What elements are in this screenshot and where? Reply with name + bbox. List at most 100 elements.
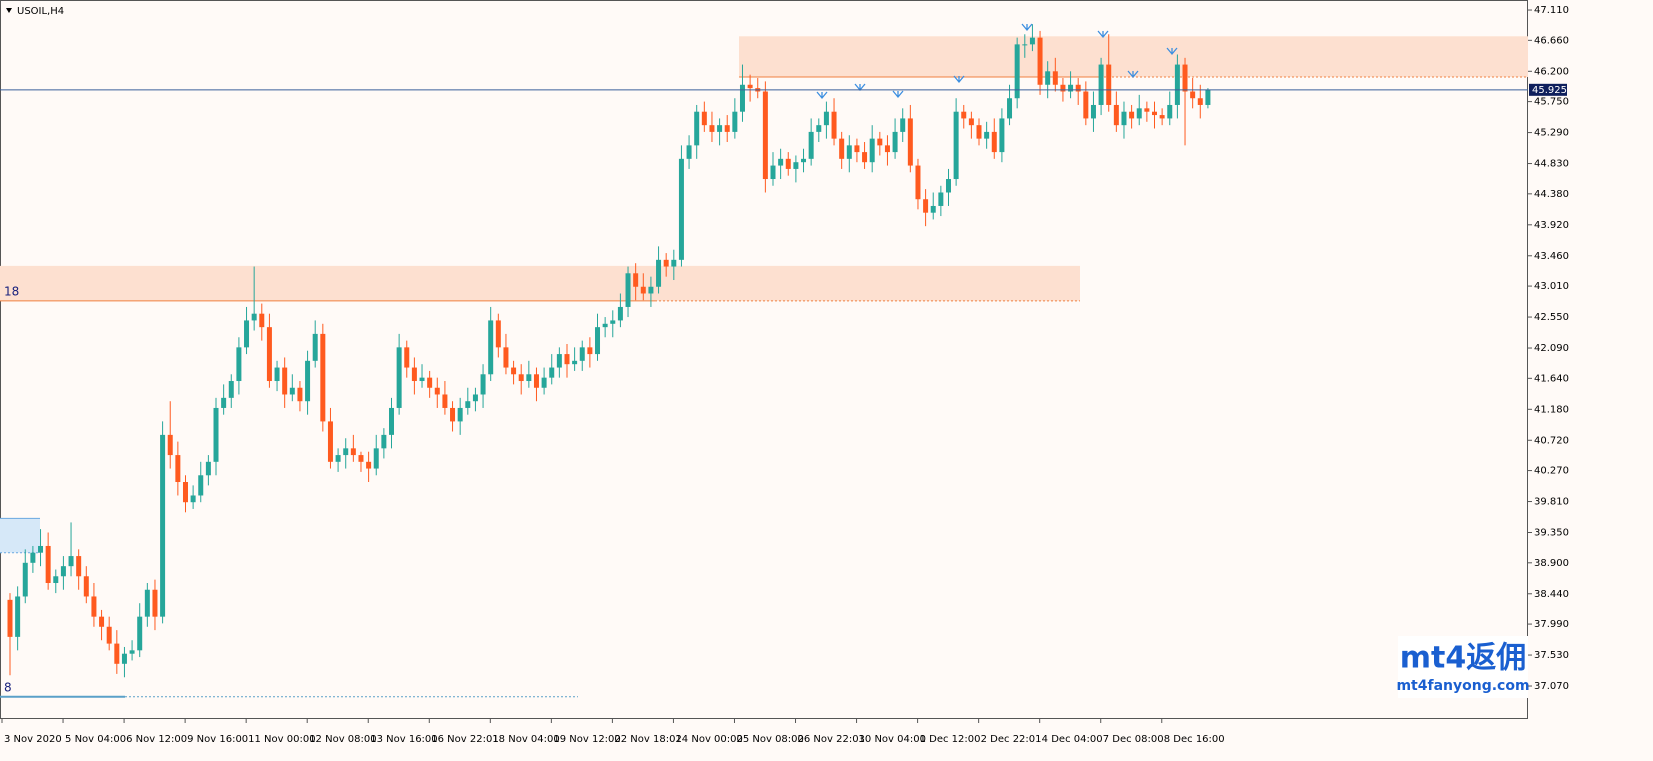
candle-body: [442, 394, 448, 408]
candle-body: [114, 643, 120, 664]
candle-body: [694, 111, 700, 146]
candle-body: [335, 455, 341, 462]
candle-body: [480, 374, 486, 395]
candle-body: [137, 616, 143, 651]
candle-body: [76, 556, 82, 577]
candle-body: [770, 165, 776, 180]
candle-body: [610, 320, 616, 324]
candle-body: [953, 111, 959, 180]
candle-body: [511, 367, 517, 375]
fractal-marker: [816, 91, 828, 100]
x-tick-label: 12 Nov 08:00: [309, 734, 376, 745]
candle-body: [984, 131, 990, 139]
candle-body: [366, 461, 372, 469]
candle-body: [419, 377, 425, 382]
watermark-url: mt4fanyong.com: [1396, 678, 1529, 694]
watermark-title: mt4返佣: [1400, 641, 1526, 676]
fractal-marker: [1127, 70, 1139, 79]
x-tick-label: 25 Nov 08:00: [736, 734, 803, 745]
candle-body: [877, 138, 883, 146]
candle-body: [1037, 37, 1043, 85]
candle-body: [686, 145, 692, 159]
candle-body: [633, 273, 639, 287]
candle-body: [1045, 71, 1051, 85]
chart-title: USOIL,H4: [17, 6, 64, 17]
candle-body: [1014, 44, 1020, 99]
y-tick-label: 39.810: [1534, 497, 1569, 508]
candle-body: [839, 138, 845, 159]
candle-body: [495, 320, 501, 348]
candle-body: [305, 360, 311, 402]
candle-body: [884, 145, 890, 153]
x-tick-label: 9 Nov 16:00: [187, 734, 248, 745]
zone: [739, 36, 1528, 78]
candle-body: [1029, 37, 1035, 45]
candle-body: [1182, 64, 1188, 92]
candle-body: [808, 131, 814, 159]
fractal-marker: [1097, 30, 1109, 39]
candle-body: [427, 377, 433, 388]
candle-body: [144, 589, 150, 617]
candle-body: [53, 576, 59, 584]
candle-body: [579, 347, 585, 361]
y-tick-label: 45.750: [1534, 97, 1569, 108]
zones: 18 8: [0, 36, 1528, 698]
candle-body: [38, 545, 44, 553]
candle-body: [152, 589, 158, 617]
candle-body: [472, 394, 478, 402]
candle-body: [1144, 108, 1150, 112]
watermark: mt4返佣 mt4fanyong.com: [1396, 636, 1530, 698]
candle-body: [274, 367, 280, 382]
candle-body: [831, 111, 837, 139]
candle-body: [602, 323, 608, 328]
y-tick-label: 47.110: [1534, 5, 1569, 16]
candle-body: [640, 286, 646, 294]
candle-body: [717, 125, 723, 132]
candle-body: [945, 179, 951, 193]
x-tick-label: 24 Nov 00:00: [675, 734, 742, 745]
fractal-marker: [1166, 47, 1178, 56]
y-tick-label: 37.070: [1534, 681, 1569, 692]
candle-body: [656, 259, 662, 287]
candle-body: [724, 125, 730, 132]
candle-body: [213, 407, 219, 462]
candle-body: [1007, 98, 1013, 119]
x-tick-label: 7 Dec 08:00: [1103, 734, 1164, 745]
candle-body: [1129, 111, 1135, 119]
zone: [0, 265, 1080, 301]
fractal-marker: [892, 90, 904, 99]
candle-body: [862, 152, 868, 163]
y-tick-label: 46.200: [1534, 66, 1569, 77]
y-tick-label: 43.010: [1534, 281, 1569, 292]
candle-body: [1136, 108, 1142, 119]
last-price-label: 45.925: [1532, 85, 1567, 96]
symbol-arrow: [6, 8, 12, 13]
x-tick-label: 8 Dec 16:00: [1164, 734, 1225, 745]
x-tick-label: 5 Nov 04:00: [65, 734, 126, 745]
candle-body: [747, 84, 753, 89]
candle-body: [572, 360, 578, 365]
y-tick-label: 41.640: [1534, 373, 1569, 384]
candle-body: [976, 125, 982, 139]
candle-body: [923, 199, 929, 213]
candle-body: [564, 354, 570, 365]
candle-body: [526, 374, 532, 382]
y-tick-label: 42.090: [1534, 343, 1569, 354]
candle-body: [869, 138, 875, 163]
candle-body: [259, 313, 265, 328]
candle-body: [244, 320, 250, 348]
candle-body: [251, 313, 257, 321]
candle-body: [1060, 84, 1066, 92]
candle-body: [1152, 111, 1157, 116]
x-tick-label: 26 Nov 22:01: [798, 734, 865, 745]
candle-body: [1197, 98, 1203, 105]
candle-body: [190, 495, 196, 503]
y-tick-label: 43.920: [1534, 220, 1569, 231]
y-tick-label: 44.380: [1534, 189, 1569, 200]
y-tick-label: 44.830: [1534, 159, 1569, 170]
candle-body: [1090, 104, 1096, 119]
candle-body: [396, 347, 402, 408]
candle-body: [228, 381, 234, 398]
candle-body: [663, 259, 669, 267]
